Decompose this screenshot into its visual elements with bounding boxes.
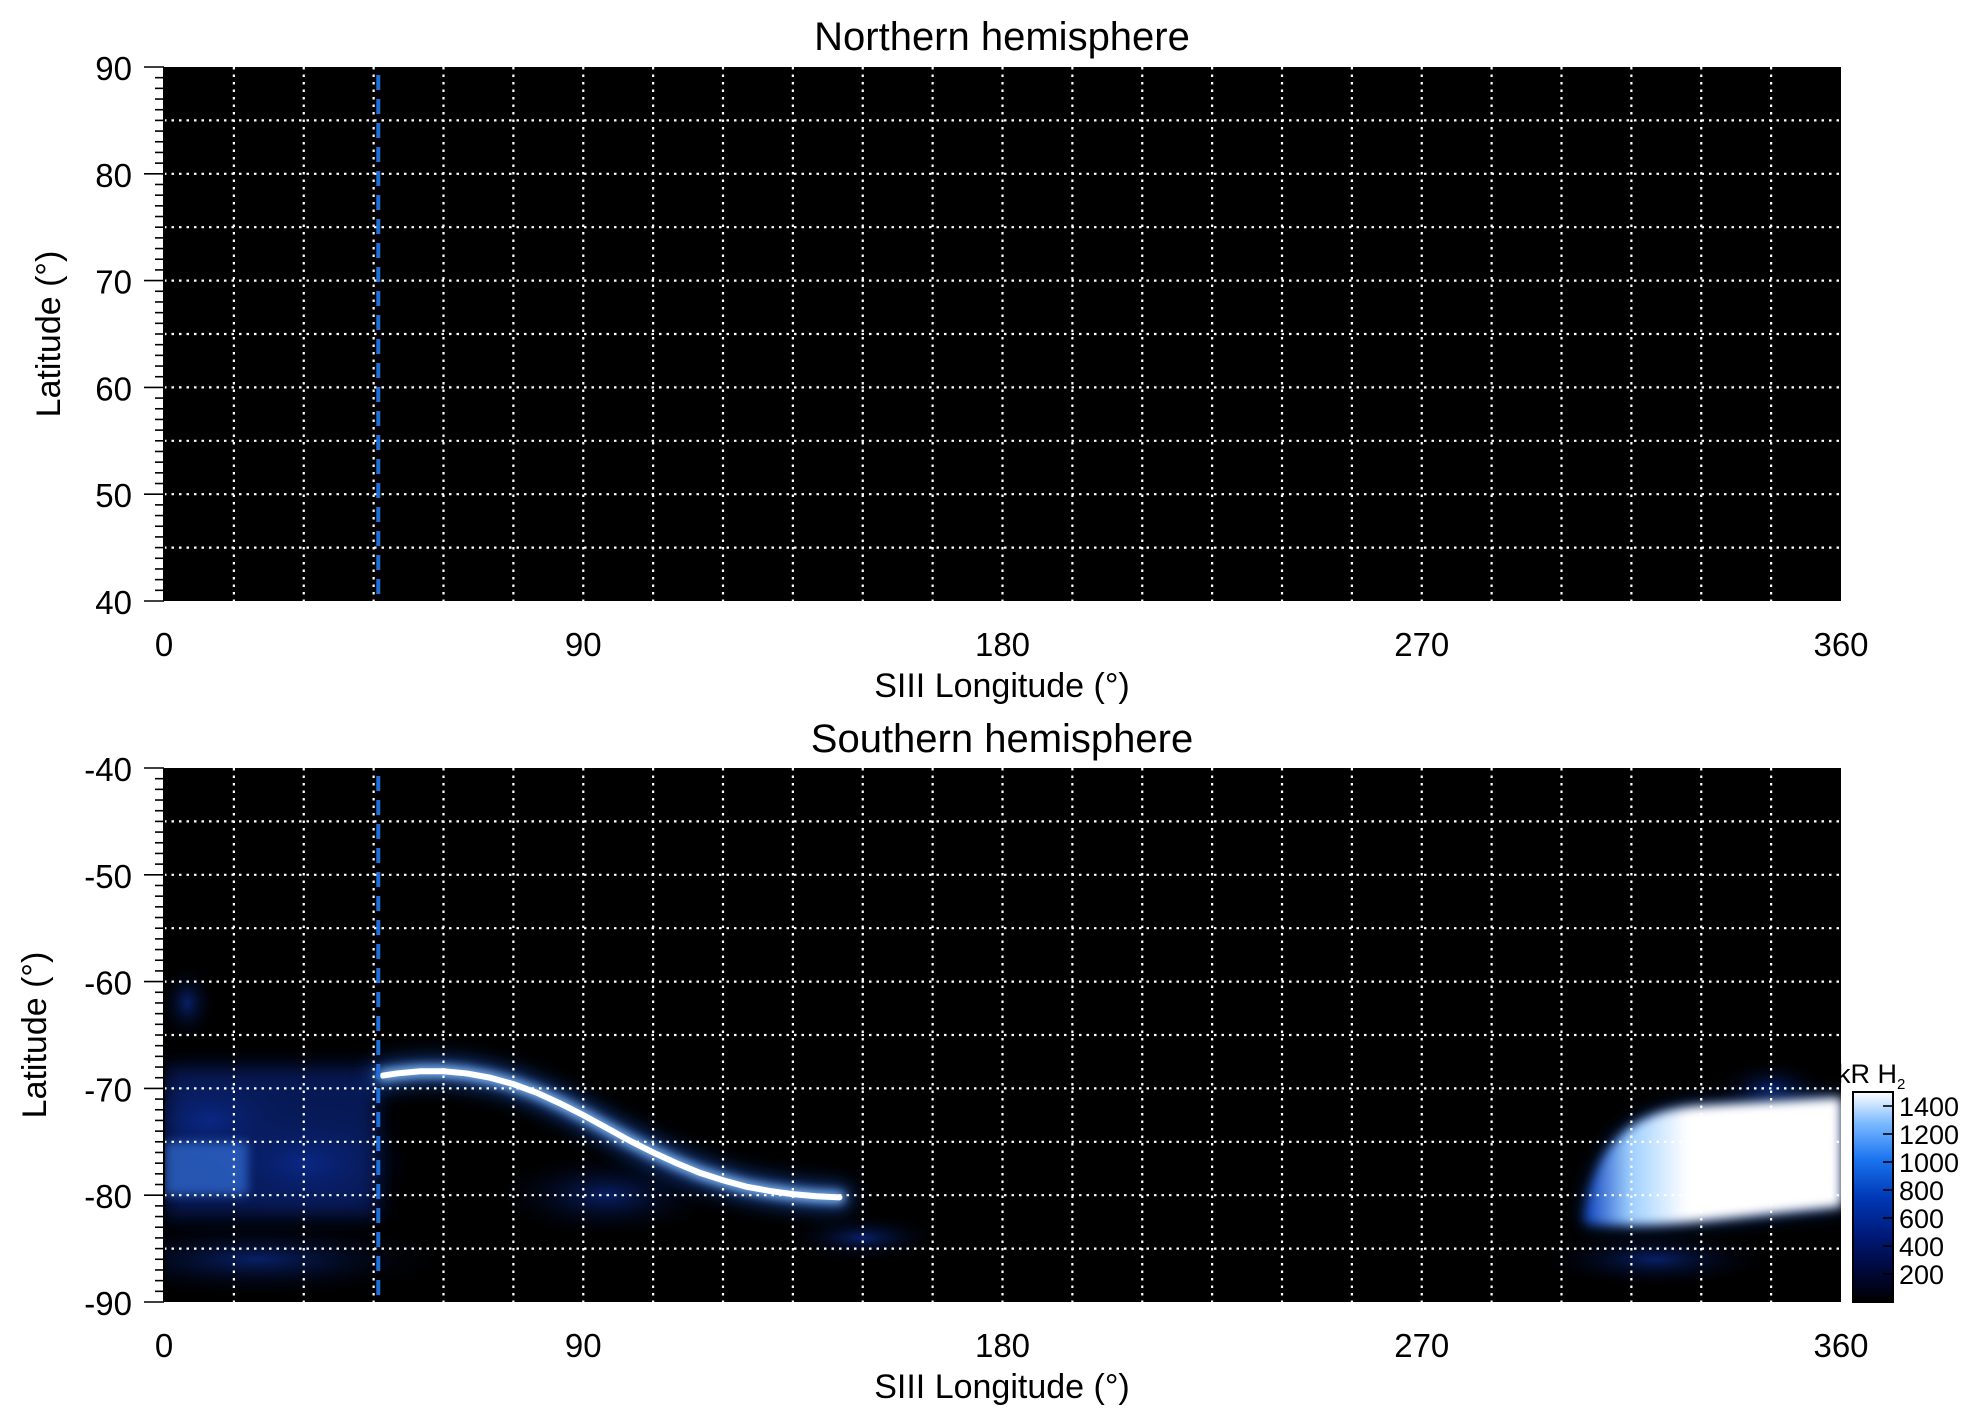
diffuse-emission <box>1534 1229 1775 1290</box>
colorbar-tick-label: 200 <box>1899 1260 1944 1290</box>
colorbar-tick-label: 1000 <box>1899 1148 1959 1178</box>
south-y-axis: -40 -50 -60 -70 -80 -90 <box>84 751 165 1322</box>
south-chart-title: Southern hemisphere <box>811 717 1193 761</box>
y-tick-label: -70 <box>84 1071 132 1108</box>
diffuse-emission <box>782 1212 943 1263</box>
north-grid <box>164 67 1841 601</box>
southern-hemisphere-panel: Southern hemisphere -40 -50 -60 -70 -80 -90 0… <box>16 717 1869 1406</box>
north-x-axis: 0 90 180 270 360 <box>155 626 1869 663</box>
north-chart-title: Northern hemisphere <box>814 15 1190 59</box>
y-tick-label: 50 <box>95 477 132 514</box>
bright-emission-region <box>1584 1097 1841 1225</box>
y-tick-label: -60 <box>84 965 132 1002</box>
colorbar-label: kR H2 <box>1837 1059 1905 1093</box>
south-x-axis-label: SIII Longitude (°) <box>874 1368 1130 1406</box>
diffuse-emission <box>164 1219 458 1300</box>
y-tick-label: -40 <box>84 751 132 788</box>
south-x-axis: 0 90 180 270 360 <box>155 1327 1869 1364</box>
x-tick-label: 0 <box>155 1327 173 1364</box>
colorbar-tick-label: 1400 <box>1899 1092 1959 1122</box>
south-y-axis-label: Latitude (°) <box>16 952 54 1119</box>
north-x-axis-label: SIII Longitude (°) <box>874 667 1130 705</box>
y-tick-label: -50 <box>84 858 132 895</box>
x-tick-label: 270 <box>1394 1327 1449 1364</box>
x-tick-label: 0 <box>155 626 173 663</box>
diffuse-emission-band <box>164 1141 248 1196</box>
y-tick-label: 60 <box>95 370 132 407</box>
y-tick-label: 40 <box>95 584 132 621</box>
x-tick-label: 360 <box>1813 1327 1868 1364</box>
north-y-axis: 40 50 60 70 80 90 <box>95 50 165 621</box>
x-tick-label: 180 <box>975 1327 1030 1364</box>
colorbar-tick-label: 400 <box>1899 1232 1944 1262</box>
south-grid <box>164 768 1841 1302</box>
y-tick-label: -80 <box>84 1178 132 1215</box>
x-tick-label: 180 <box>975 626 1030 663</box>
x-tick-label: 270 <box>1394 626 1449 663</box>
main-oval <box>379 1068 843 1201</box>
north-y-axis-label: Latitude (°) <box>30 251 68 418</box>
colorbar-tick-label: 1200 <box>1899 1120 1959 1150</box>
y-tick-label: -90 <box>84 1285 132 1322</box>
y-tick-label: 90 <box>95 50 132 87</box>
colorbar-tick-label: 600 <box>1899 1204 1944 1234</box>
northern-hemisphere-panel: Northern hemisphere 40 50 60 70 80 90 0 90 180 2… <box>30 15 1869 705</box>
y-tick-label: 80 <box>95 157 132 194</box>
x-tick-label: 90 <box>565 1327 602 1364</box>
x-tick-label: 90 <box>565 626 602 663</box>
colorbar-tick-label: 800 <box>1899 1176 1944 1206</box>
colorbar-gradient <box>1852 1091 1894 1303</box>
diffuse-emission <box>164 962 218 1043</box>
south-auroral-emission <box>164 962 1841 1300</box>
y-tick-label: 70 <box>95 264 132 301</box>
x-tick-label: 360 <box>1813 626 1868 663</box>
